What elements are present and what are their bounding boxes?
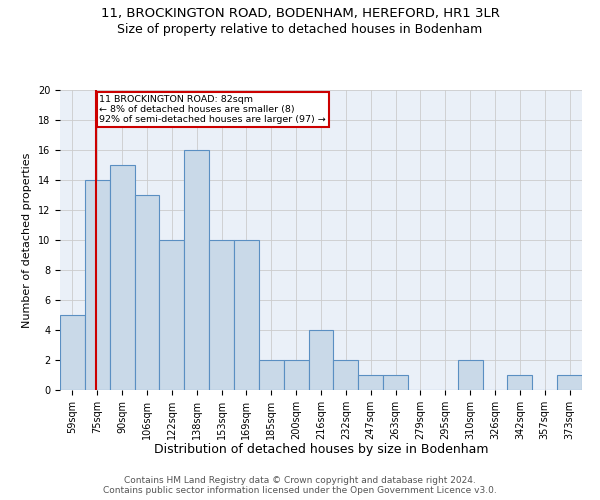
Bar [508,375,532,390]
Text: 11, BROCKINGTON ROAD, BODENHAM, HEREFORD, HR1 3LR: 11, BROCKINGTON ROAD, BODENHAM, HEREFORD… [101,8,499,20]
Bar [110,165,134,390]
Bar [160,240,184,390]
Text: Size of property relative to detached houses in Bodenham: Size of property relative to detached ho… [118,22,482,36]
Bar [134,195,160,390]
Bar [259,360,284,390]
Bar [184,150,209,390]
Bar [60,315,85,390]
Bar [334,360,358,390]
Bar [557,375,582,390]
Bar [308,330,334,390]
Bar [85,180,110,390]
Bar [234,240,259,390]
Bar [358,375,383,390]
Bar [209,240,234,390]
Text: 11 BROCKINGTON ROAD: 82sqm
← 8% of detached houses are smaller (8)
92% of semi-d: 11 BROCKINGTON ROAD: 82sqm ← 8% of detac… [100,94,326,124]
Bar [383,375,408,390]
Text: Contains HM Land Registry data © Crown copyright and database right 2024.
Contai: Contains HM Land Registry data © Crown c… [103,476,497,495]
Bar [284,360,308,390]
Bar [458,360,482,390]
Text: Distribution of detached houses by size in Bodenham: Distribution of detached houses by size … [154,442,488,456]
Y-axis label: Number of detached properties: Number of detached properties [22,152,32,328]
